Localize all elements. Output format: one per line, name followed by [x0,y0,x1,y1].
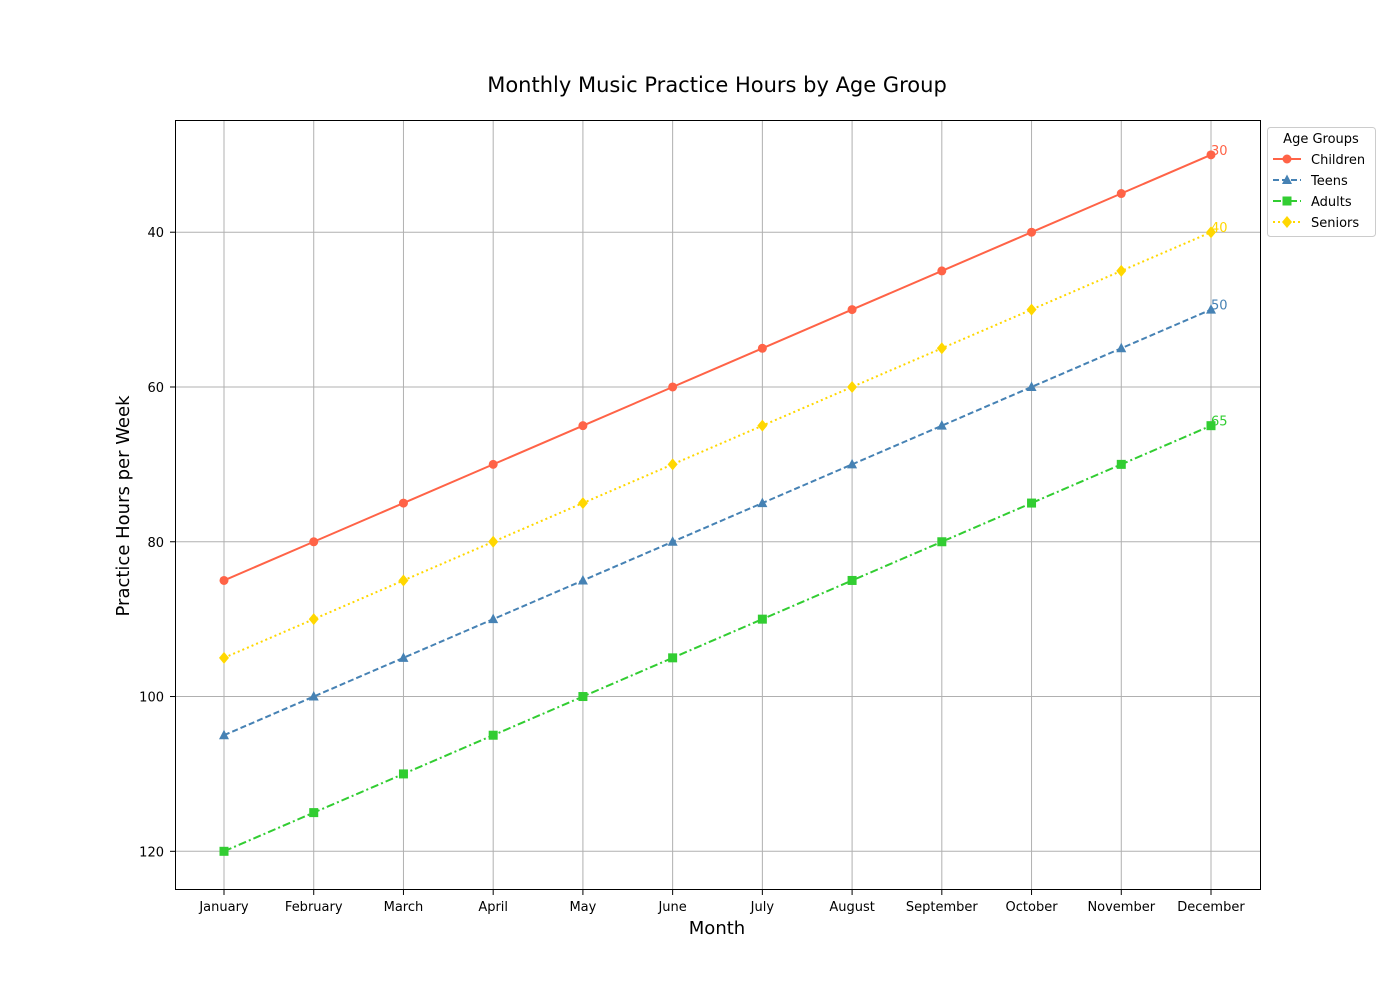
data-point-children [1027,227,1037,237]
data-point-teens [219,729,229,740]
data-point-seniors [1206,226,1216,239]
y-tick-label: 80 [147,536,164,551]
data-point-children [1116,189,1126,199]
x-tick-label: February [285,900,343,915]
data-point-children [757,343,767,353]
data-point-seniors [847,380,858,393]
end-label-children: 30 [1211,144,1228,159]
end-label-adults: 65 [1211,415,1228,430]
data-point-adults [937,537,947,547]
data-point-children [398,498,408,508]
data-point-adults [398,769,408,779]
chart-title: Monthly Music Practice Hours by Age Grou… [487,73,947,97]
x-tick-label: January [198,900,249,915]
data-point-teens [1206,304,1216,314]
legend-marker-children [1282,154,1292,164]
data-point-adults [1206,421,1216,431]
data-point-seniors [219,651,229,664]
data-point-children [309,537,319,547]
data-point-teens [577,574,588,585]
data-point-adults [1116,459,1126,469]
data-point-teens [1026,381,1037,391]
data-point-children [219,575,229,585]
x-axis-label: Month [689,918,745,939]
x-axis-ticks: January February March April May June July Augu… [198,890,1245,915]
x-tick-label: September [906,900,979,915]
series-adults [219,421,1216,856]
data-point-seniors [667,458,678,471]
y-tick-label: 100 [139,691,164,706]
data-point-children [847,305,857,315]
series-children [219,150,1216,585]
data-point-adults [578,692,588,702]
data-point-adults [488,730,498,740]
data-point-seniors [1026,303,1037,316]
data-point-seniors [488,535,499,548]
data-point-children [578,421,588,431]
end-labels: 30 50 65 40 [1211,144,1228,430]
series-line-adults [223,424,1212,853]
x-tick-label: October [1006,900,1059,915]
data-point-seniors [1116,264,1127,277]
data-point-children [668,382,678,392]
legend-items: Children Teens Adults Seniors [1273,153,1365,231]
y-tick-label: 60 [147,381,164,396]
x-tick-label: April [478,900,508,915]
data-point-adults [668,653,678,663]
data-point-teens [936,420,947,430]
data-point-teens [308,691,319,701]
series-line-teens [223,308,1212,737]
legend-frame [1267,127,1376,237]
data-point-seniors [308,613,319,626]
data-point-children [1206,150,1216,160]
legend-marker-adults [1282,196,1292,206]
x-tick-label: August [829,900,875,915]
legend-label-adults: Adults [1311,195,1352,210]
data-point-seniors [398,574,409,587]
legend-marker-teens [1282,174,1292,184]
x-tick-label: March [384,900,424,915]
x-tick-label: December [1177,900,1245,915]
x-tick-label: November [1087,900,1155,915]
data-point-teens [488,613,499,624]
series-group [219,150,1216,856]
data-point-teens [667,536,678,546]
data-point-adults [219,846,229,856]
series-seniors [219,226,1216,664]
data-point-teens [1116,342,1127,353]
end-label-teens: 50 [1211,299,1228,314]
series-teens [219,304,1216,740]
data-point-adults [757,614,767,624]
x-tick-label: July [750,900,775,915]
end-label-seniors: 40 [1211,221,1228,236]
plot-frame [175,120,1261,890]
data-point-children [488,459,498,469]
y-axis-ticks: 40 60 80 100 120 [139,226,175,860]
y-tick-label: 120 [139,845,164,860]
data-point-adults [309,808,319,818]
data-point-teens [757,497,768,508]
y-axis-label: Practice Hours per Week [113,395,134,617]
data-point-teens [398,652,409,662]
series-line-seniors [223,231,1212,659]
data-point-adults [847,575,857,585]
legend: Age Groups Children Teens Adults Seniors [1267,127,1376,237]
legend-marker-seniors [1282,216,1292,228]
data-point-seniors [577,497,588,510]
data-point-children [937,266,947,276]
x-tick-label: June [657,900,686,915]
data-point-seniors [757,419,768,432]
data-point-adults [1027,498,1037,508]
y-tick-label: 40 [147,226,164,241]
legend-label-teens: Teens [1310,174,1348,189]
legend-title: Age Groups [1283,132,1359,147]
data-point-seniors [936,342,947,355]
legend-label-seniors: Seniors [1311,216,1359,231]
legend-label-children: Children [1311,153,1365,168]
data-point-teens [847,458,858,469]
series-line-children [223,153,1212,582]
grid [175,120,1260,890]
x-tick-label: May [569,900,596,915]
